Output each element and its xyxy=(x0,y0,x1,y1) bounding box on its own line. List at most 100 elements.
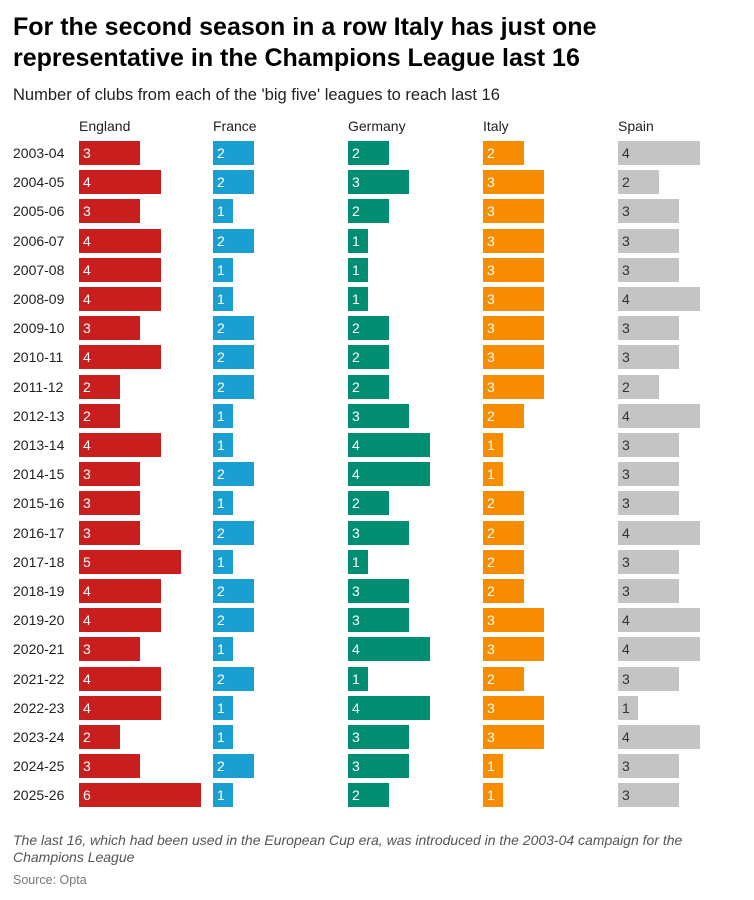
row-label: 2016-17 xyxy=(13,524,65,541)
data-label: 4 xyxy=(83,583,91,599)
data-label: 3 xyxy=(622,495,630,512)
data-label: 2 xyxy=(487,407,495,424)
bar-spain xyxy=(618,316,680,341)
data-label: 3 xyxy=(487,174,495,191)
data-label: 3 xyxy=(622,583,630,599)
bar-france xyxy=(213,491,234,516)
bar-france xyxy=(213,199,234,224)
data-label: 2 xyxy=(352,787,360,804)
bar-spain xyxy=(618,666,680,691)
bar-germany xyxy=(348,549,369,574)
data-label: 2 xyxy=(217,583,225,599)
row-label: 2007-08 xyxy=(13,261,65,278)
bar-germany xyxy=(348,433,430,457)
bar-france xyxy=(213,228,254,253)
bar-italy xyxy=(483,141,524,165)
data-label: 2 xyxy=(217,349,225,366)
data-label: 4 xyxy=(83,291,91,307)
bar-spain xyxy=(618,287,700,311)
bar-italy xyxy=(483,783,504,808)
data-label: 1 xyxy=(217,407,225,424)
bar-france xyxy=(213,549,234,574)
row-label: 2006-07 xyxy=(13,232,65,249)
row-label: 2014-15 xyxy=(13,466,65,483)
bar-france xyxy=(213,287,234,311)
bar-france xyxy=(213,608,254,633)
bar-germany xyxy=(348,374,389,399)
data-label: 2 xyxy=(487,524,495,541)
data-label: 3 xyxy=(487,641,495,658)
data-label: 3 xyxy=(487,729,495,745)
footnote: The last 16, which had been used in the … xyxy=(13,832,683,865)
data-label: 2 xyxy=(352,320,360,337)
bar-germany xyxy=(348,199,389,224)
data-label: 3 xyxy=(487,232,495,249)
row-label: 2005-06 xyxy=(13,203,65,220)
data-label: 4 xyxy=(622,291,630,307)
bar-france xyxy=(213,666,254,691)
bar-england xyxy=(79,345,161,370)
data-label: 1 xyxy=(352,232,360,249)
data-label: 4 xyxy=(83,699,91,716)
data-label: 3 xyxy=(622,758,630,775)
data-label: 1 xyxy=(217,787,225,804)
data-label: 4 xyxy=(622,524,630,541)
data-label: 3 xyxy=(487,261,495,278)
row-label: 2012-13 xyxy=(13,407,65,424)
bar-england xyxy=(79,228,161,253)
data-label: 3 xyxy=(83,641,91,658)
bar-germany xyxy=(348,725,410,749)
data-label: 3 xyxy=(622,203,630,220)
bar-spain xyxy=(618,141,700,165)
data-label: 2 xyxy=(487,145,495,161)
bar-germany xyxy=(348,579,410,603)
column-header-germany: Germany xyxy=(348,118,406,134)
bar-italy xyxy=(483,199,545,224)
data-label: 4 xyxy=(83,612,91,629)
data-label: 1 xyxy=(217,203,225,220)
data-label: 2 xyxy=(217,145,225,161)
data-label: 3 xyxy=(352,583,360,599)
bar-italy xyxy=(483,257,545,282)
data-label: 2 xyxy=(217,524,225,541)
bar-spain xyxy=(618,345,680,370)
data-label: 4 xyxy=(83,349,91,366)
data-label: 2 xyxy=(217,466,225,483)
bar-england xyxy=(79,199,141,224)
bar-spain xyxy=(618,462,680,487)
data-label: 1 xyxy=(217,291,225,307)
data-label: 2 xyxy=(487,495,495,512)
bar-england xyxy=(79,725,120,749)
data-label: 1 xyxy=(487,437,495,453)
bar-italy xyxy=(483,170,545,195)
data-label: 4 xyxy=(83,232,91,249)
data-label: 3 xyxy=(487,203,495,220)
data-label: 2 xyxy=(83,407,91,424)
data-label: 2 xyxy=(217,232,225,249)
bar-germany xyxy=(348,783,389,808)
bar-germany xyxy=(348,170,410,195)
bar-england xyxy=(79,549,181,574)
bar-france xyxy=(213,695,234,720)
bar-germany xyxy=(348,754,410,779)
bar-italy xyxy=(483,608,545,633)
bar-italy xyxy=(483,287,545,311)
data-label: 1 xyxy=(352,670,360,687)
data-label: 3 xyxy=(487,291,495,307)
bar-france xyxy=(213,403,234,428)
row-label: 2023-24 xyxy=(13,729,65,745)
bar-spain xyxy=(618,257,680,282)
bar-spain xyxy=(618,433,680,457)
bar-spain xyxy=(618,725,700,749)
row-label: 2024-25 xyxy=(13,758,65,775)
bar-france xyxy=(213,637,234,662)
bar-england xyxy=(79,287,161,311)
bar-england xyxy=(79,754,141,779)
bar-italy xyxy=(483,345,545,370)
data-label: 3 xyxy=(487,612,495,629)
bar-england xyxy=(79,520,141,545)
bar-spain xyxy=(618,549,680,574)
bar-italy xyxy=(483,374,545,399)
data-label: 2 xyxy=(352,145,360,161)
row-label: 2015-16 xyxy=(13,495,65,512)
